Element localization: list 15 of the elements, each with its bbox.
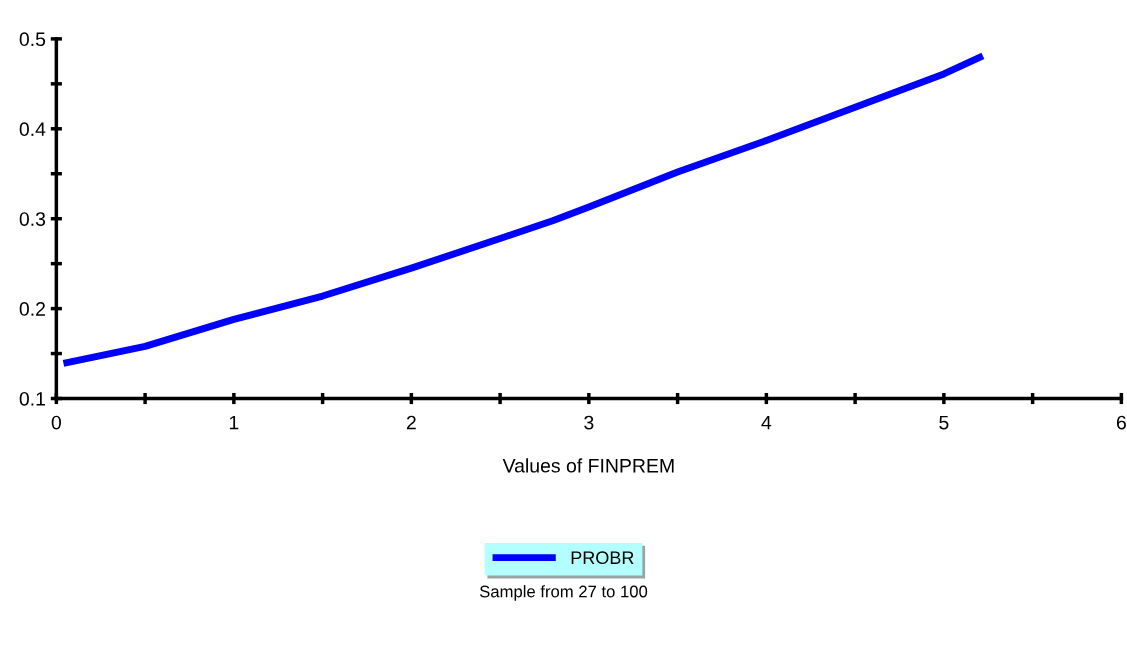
y-tick-label: 0.4 <box>19 122 46 137</box>
x-tick-label: 0 <box>51 415 61 430</box>
x-axis-title: Values of FINPREM <box>502 458 674 473</box>
legend-label: PROBR <box>571 551 634 565</box>
y-tick-label: 0.5 <box>19 32 46 47</box>
y-tick-label: 0.1 <box>19 391 45 406</box>
x-tick-label: 6 <box>1116 415 1126 430</box>
y-tick-label: 0.2 <box>19 302 45 316</box>
x-tick-label: 5 <box>939 415 949 430</box>
x-tick-label: 2 <box>406 415 416 430</box>
text: Sample from 27 to 100 <box>479 585 648 601</box>
y-tick-label: 0.3 <box>19 212 46 226</box>
x-tick-label: 3 <box>584 415 594 430</box>
x-tick-label: 4 <box>761 415 772 430</box>
x-tick-label: 1 <box>229 415 239 430</box>
